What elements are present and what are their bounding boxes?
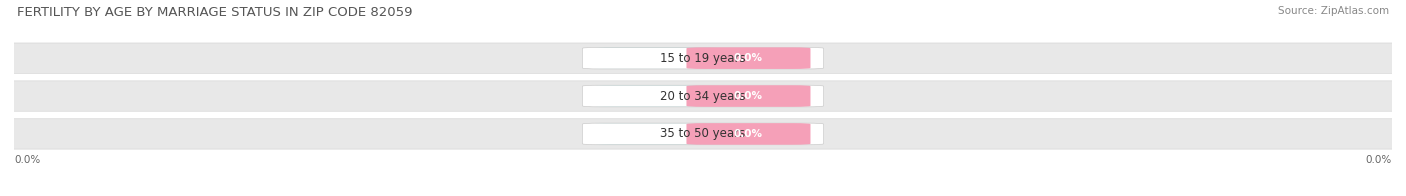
Text: 0.0%: 0.0% (1365, 155, 1392, 165)
FancyBboxPatch shape (686, 123, 810, 145)
Text: 0.0%: 0.0% (734, 91, 763, 101)
FancyBboxPatch shape (596, 47, 720, 69)
Text: 0.0%: 0.0% (14, 155, 41, 165)
Text: 0.0%: 0.0% (734, 129, 763, 139)
FancyBboxPatch shape (0, 119, 1406, 149)
Text: 0.0%: 0.0% (734, 53, 763, 63)
Text: 15 to 19 years: 15 to 19 years (661, 52, 745, 65)
Text: 35 to 50 years: 35 to 50 years (661, 127, 745, 140)
FancyBboxPatch shape (596, 123, 720, 145)
Text: Source: ZipAtlas.com: Source: ZipAtlas.com (1278, 6, 1389, 16)
FancyBboxPatch shape (582, 123, 824, 145)
FancyBboxPatch shape (596, 85, 720, 107)
FancyBboxPatch shape (582, 47, 824, 69)
Text: 0.0%: 0.0% (643, 129, 672, 139)
FancyBboxPatch shape (0, 43, 1406, 73)
FancyBboxPatch shape (582, 85, 824, 107)
Text: 0.0%: 0.0% (643, 91, 672, 101)
Text: 20 to 34 years: 20 to 34 years (661, 90, 745, 103)
Legend: Married, Unmarried: Married, Unmarried (619, 195, 787, 196)
FancyBboxPatch shape (686, 47, 810, 69)
Text: FERTILITY BY AGE BY MARRIAGE STATUS IN ZIP CODE 82059: FERTILITY BY AGE BY MARRIAGE STATUS IN Z… (17, 6, 412, 19)
FancyBboxPatch shape (0, 81, 1406, 111)
FancyBboxPatch shape (686, 85, 810, 107)
Text: 0.0%: 0.0% (643, 53, 672, 63)
